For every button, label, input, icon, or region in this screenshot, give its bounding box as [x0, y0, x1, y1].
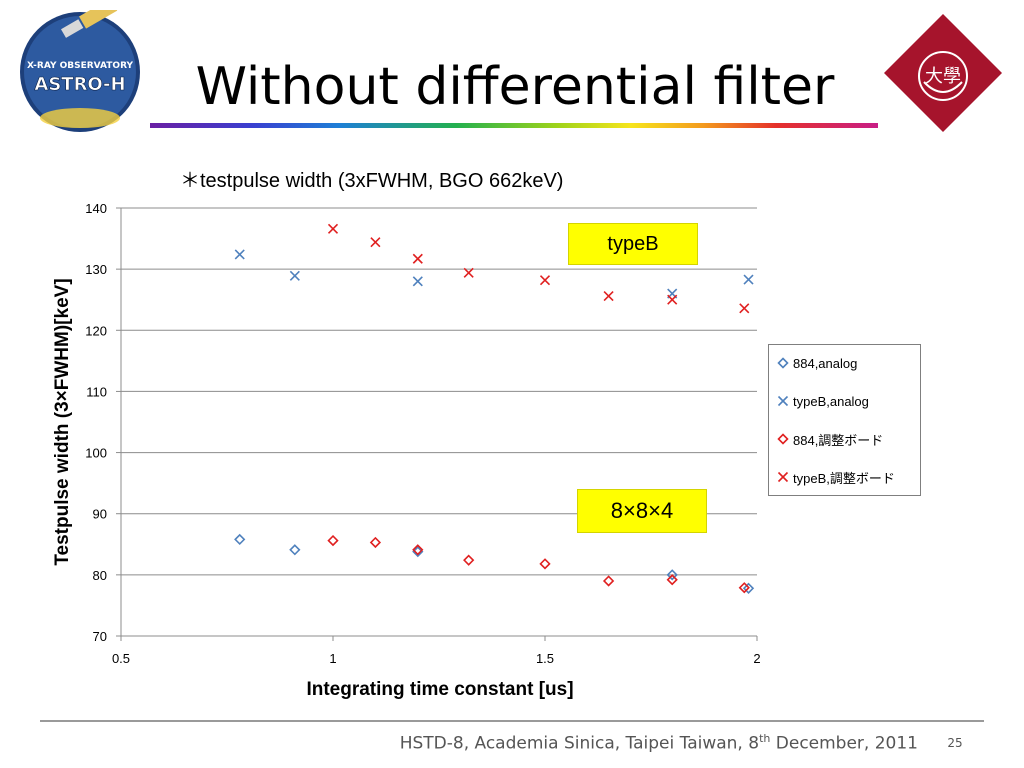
data-point-series-3 [666, 574, 678, 586]
data-point-series-4 [603, 290, 614, 302]
y-tick-label: 110 [86, 384, 107, 399]
data-point-series-4 [412, 253, 423, 264]
x-tick-label: 1 [329, 651, 336, 666]
legend-item: typeB,analog [777, 391, 869, 411]
data-point-series-3 [412, 544, 424, 556]
y-tick-label: 120 [85, 323, 107, 338]
data-point-series-4 [539, 275, 551, 286]
data-point-series-4 [463, 267, 474, 278]
data-point-series-4 [739, 303, 750, 314]
y-tick-label: 80 [93, 568, 107, 583]
annotation-typeb: typeB [568, 223, 698, 265]
y-tick-label: 70 [93, 629, 107, 644]
legend-item: 884,analog [777, 353, 857, 373]
legend-marker [777, 395, 789, 407]
legend-marker [777, 357, 789, 369]
data-point-series-3 [463, 554, 475, 566]
x-tick-label: 2 [753, 651, 760, 666]
data-point-series-4 [667, 294, 678, 305]
y-tick-labels: 70 80 90 100 110 120 130 140 [85, 201, 107, 644]
slide-title: Without differential filter [195, 57, 835, 117]
y-tick-label: 100 [85, 446, 107, 461]
title-divider [150, 123, 878, 128]
astro-h-logo: X-RAY OBSERVATORY ASTRO-H [20, 10, 140, 132]
legend-label: typeB,analog [793, 393, 869, 409]
data-points [234, 223, 755, 594]
legend-item: typeB,調整ボード [777, 467, 895, 487]
data-point-series-4 [370, 237, 381, 248]
footer-superscript: th [759, 732, 771, 745]
logo-right-text: 大學 [925, 66, 961, 87]
data-point-series-1 [234, 533, 246, 546]
chart-legend: 884,analog typeB,analog 884,調整ボード typeB,調整ボ… [768, 344, 921, 496]
legend-marker [777, 471, 789, 483]
x-tick-labels: 0.5 1 1.5 2 [112, 651, 761, 666]
data-point-series-3 [602, 575, 615, 587]
footer-tail: December, 2011 [770, 733, 918, 754]
x-tick-label: 0.5 [112, 651, 130, 666]
data-point-series-3 [327, 534, 339, 547]
data-point-series-1 [289, 544, 301, 556]
chart-title: ＊testpulse width (3xFWHM, BGO 662keV) [180, 170, 564, 192]
logo-left-text-top: X-RAY OBSERVATORY [27, 61, 134, 71]
data-point-series-1 [742, 582, 755, 594]
data-point-series-3 [738, 582, 750, 594]
y-tick-label: 130 [85, 262, 107, 277]
legend-label: 884,analog [793, 355, 858, 371]
footer-text: HSTD-8, Academia Sinica, Taipei Taiwan, … [300, 732, 918, 754]
data-point-series-1 [412, 545, 424, 558]
legend-label: typeB,調整ボード [793, 470, 895, 486]
x-marker-icon [777, 395, 789, 407]
axes [116, 207, 758, 641]
y-tick-label: 90 [93, 507, 107, 522]
y-axis-label: Testpulse width (3×FWHM)[keV] [52, 278, 73, 565]
footer-main: HSTD-8, Academia Sinica, Taipei Taiwan, … [399, 733, 760, 754]
diamond-marker-icon [777, 357, 789, 369]
logo-left-text-main: ASTRO-H [34, 74, 125, 95]
data-point-series-2 [412, 276, 423, 287]
legend-marker [777, 433, 789, 445]
legend-item: 884,調整ボード [777, 429, 883, 449]
x-tick-label: 1.5 [536, 651, 554, 666]
data-point-series-2 [234, 249, 245, 260]
data-point-series-2 [289, 270, 300, 281]
data-point-series-4 [327, 223, 339, 234]
data-point-series-3 [539, 558, 551, 570]
page-number: 25 [947, 736, 963, 750]
footer-divider [40, 720, 984, 722]
data-point-series-2 [743, 274, 754, 285]
data-point-series-3 [369, 536, 382, 549]
y-tick-label: 140 [85, 201, 107, 216]
legend-label: 884,調整ボード [793, 432, 884, 448]
diamond-marker-icon [777, 433, 789, 445]
annotation-dimensions: 8×8×4 [577, 489, 707, 533]
x-axis-label: Integrating time constant [us] [306, 679, 573, 700]
data-point-series-1 [666, 569, 678, 581]
university-logo: 大學 [884, 14, 1002, 132]
x-marker-icon [777, 471, 789, 483]
